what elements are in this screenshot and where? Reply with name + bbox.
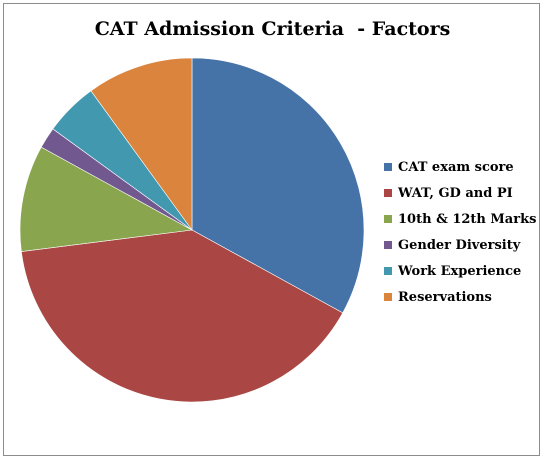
legend-item: WAT, GD and PI bbox=[384, 180, 536, 206]
legend-label: CAT exam score bbox=[398, 159, 514, 175]
legend-item: Gender Diversity bbox=[384, 232, 536, 258]
legend-item: Work Experience bbox=[384, 258, 536, 284]
legend-swatch bbox=[384, 163, 392, 171]
legend-label: WAT, GD and PI bbox=[398, 185, 513, 201]
pie-slice-cat-exam-score bbox=[191, 57, 365, 314]
chart-title: CAT Admission Criteria - Factors bbox=[94, 18, 451, 40]
legend-label: Work Experience bbox=[398, 263, 522, 279]
legend-swatch bbox=[384, 215, 392, 223]
pie-slice-10th-12th-marks bbox=[19, 146, 193, 252]
legend-item: CAT exam score bbox=[384, 154, 536, 180]
chart-legend: CAT exam score WAT, GD and PI 10th & 12th … bbox=[384, 154, 536, 310]
legend-label: 10th & 12th Marks bbox=[398, 211, 537, 227]
pie-slice-wat-gd-and-pi bbox=[21, 229, 344, 403]
legend-swatch bbox=[384, 241, 392, 249]
legend-swatch bbox=[384, 267, 392, 275]
legend-swatch bbox=[384, 293, 392, 301]
legend-item: 10th & 12th Marks bbox=[384, 206, 536, 232]
legend-label: Reservations bbox=[398, 289, 492, 305]
legend-swatch bbox=[384, 189, 392, 197]
legend-item: Reservations bbox=[384, 284, 536, 310]
pie-slice-reservations bbox=[90, 57, 193, 231]
legend-label: Gender Diversity bbox=[398, 237, 521, 253]
